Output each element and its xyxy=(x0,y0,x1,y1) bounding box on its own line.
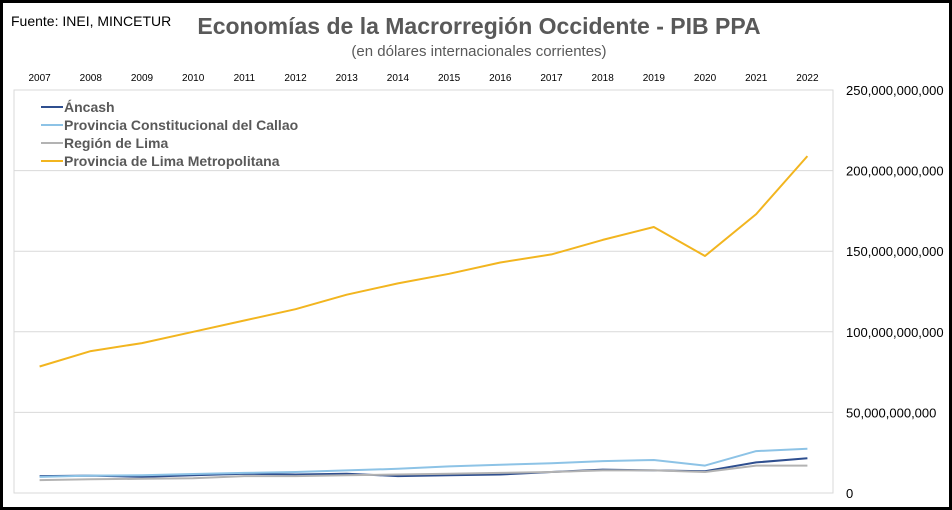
x-tick-label: 2019 xyxy=(643,73,666,84)
x-tick-label: 2018 xyxy=(592,73,615,84)
x-tick-label: 2017 xyxy=(540,73,563,84)
chart-title: Economías de la Macrorregión Occidente -… xyxy=(197,13,761,39)
x-tick-label: 2012 xyxy=(284,73,307,84)
legend-label: Áncash xyxy=(64,99,115,115)
x-tick-label: 2013 xyxy=(336,73,359,84)
series-line-provincia-de-lima-metropolitana xyxy=(39,155,809,368)
x-tick-label: 2020 xyxy=(694,73,717,84)
x-tick-label: 2008 xyxy=(80,73,103,84)
x-tick-label: 2021 xyxy=(745,73,768,84)
line-chart: 2007 2008 2009 2010 2011 2012 2013 2014 2015 2016… xyxy=(13,73,944,501)
y-tick-label: 150,000,000,000 xyxy=(846,244,944,259)
y-axis-ticks: 0 50,000,000,000 100,000,000,000 150,000,00… xyxy=(846,83,944,501)
legend-label: Provincia de Lima Metropolitana xyxy=(64,153,280,169)
chart-subtitle: (en dólares internacionales corrientes) xyxy=(351,43,607,60)
x-tick-label: 2007 xyxy=(28,73,51,84)
y-tick-label: 0 xyxy=(846,486,853,501)
x-tick-label: 2016 xyxy=(489,73,512,84)
x-tick-label: 2011 xyxy=(234,73,256,84)
legend-label: Región de Lima xyxy=(64,135,168,151)
x-tick-label: 2010 xyxy=(182,73,205,84)
x-tick-label: 2015 xyxy=(438,73,461,84)
y-tick-label: 50,000,000,000 xyxy=(846,405,936,420)
series-lines xyxy=(39,155,809,482)
legend-label: Provincia Constitucional del Callao xyxy=(64,117,298,133)
y-tick-label: 200,000,000,000 xyxy=(846,164,944,179)
y-tick-label: 250,000,000,000 xyxy=(846,83,944,98)
source-note: Fuente: INEI, MINCETUR xyxy=(11,13,172,29)
series-line-provincia-constitucional-del-callao xyxy=(39,447,808,478)
gridlines xyxy=(13,89,834,494)
x-tick-label: 2009 xyxy=(131,73,154,84)
series-line-regi-n-de-lima xyxy=(39,464,808,482)
x-tick-label: 2022 xyxy=(796,73,819,84)
legend: Áncash Provincia Constitucional del Calla… xyxy=(41,99,298,169)
x-axis-ticks: 2007 2008 2009 2010 2011 2012 2013 2014 2015 2016… xyxy=(28,73,818,84)
y-tick-label: 100,000,000,000 xyxy=(846,325,944,340)
x-tick-label: 2014 xyxy=(387,73,410,84)
